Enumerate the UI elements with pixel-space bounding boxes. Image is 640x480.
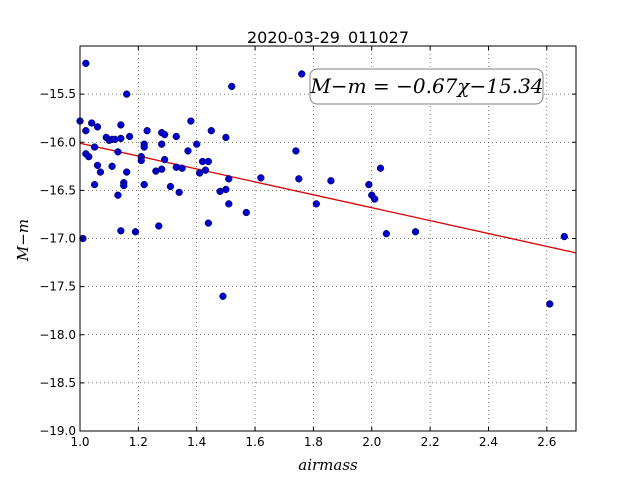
data-point <box>225 200 233 208</box>
y-tick-label: −19.0 <box>39 424 76 438</box>
data-point <box>193 140 201 148</box>
data-point <box>120 181 128 190</box>
data-point <box>160 130 169 139</box>
data-point <box>143 127 151 135</box>
data-point <box>140 180 148 189</box>
data-point <box>85 153 93 161</box>
data-point <box>137 156 145 165</box>
data-point <box>327 177 335 185</box>
data-point <box>382 230 391 238</box>
data-points <box>76 59 568 308</box>
data-point <box>560 232 568 241</box>
data-point <box>123 90 131 98</box>
data-point <box>222 133 230 142</box>
data-point <box>140 143 148 151</box>
data-point <box>371 195 379 203</box>
data-point <box>82 59 90 67</box>
data-point <box>96 168 105 176</box>
data-point <box>117 227 125 235</box>
data-point <box>365 180 373 189</box>
data-point <box>175 188 183 196</box>
y-tick-label: −18.0 <box>39 328 76 342</box>
x-tick-labels: 1.0 1.2 1.4 1.6 1.8 2.0 2.2 2.4 2.6 <box>70 435 556 449</box>
x-tick-label: 1.4 <box>187 435 206 449</box>
data-point <box>411 228 420 236</box>
data-point <box>131 228 140 236</box>
data-point <box>312 200 320 208</box>
y-tick-label: −17.0 <box>39 232 76 246</box>
data-point <box>93 161 102 170</box>
tick-marks <box>79 46 576 432</box>
data-point <box>93 123 102 131</box>
plot-area <box>76 45 577 432</box>
data-point <box>187 117 195 125</box>
data-point <box>123 168 131 176</box>
y-tick-label: −18.5 <box>39 376 76 390</box>
x-tick-label: 2.0 <box>362 435 381 449</box>
data-point <box>117 121 125 129</box>
data-point <box>172 132 180 141</box>
x-tick-label: 2.2 <box>421 435 440 449</box>
fit-equation-text: M−m = −0.67χ−15.34 <box>309 74 543 98</box>
data-point <box>376 164 385 172</box>
data-point <box>219 292 227 300</box>
data-point <box>117 134 125 143</box>
data-point <box>82 127 90 135</box>
data-point <box>298 70 306 78</box>
data-point <box>108 162 116 170</box>
x-tick-label: 2.6 <box>537 435 556 449</box>
fit-equation-frame <box>309 68 544 105</box>
data-point <box>195 169 204 177</box>
x-tick-label: 1.0 <box>70 435 89 449</box>
data-point <box>201 166 210 174</box>
x-tick-label: 1.6 <box>246 435 265 449</box>
data-point <box>184 147 192 155</box>
data-point <box>160 155 169 164</box>
fit-equation-box: M−m = −0.67χ−15.34 <box>309 68 544 105</box>
y-tick-label: −16.0 <box>39 135 76 149</box>
data-point <box>222 185 230 194</box>
data-point <box>114 148 122 156</box>
data-point <box>225 175 233 183</box>
data-point <box>90 180 99 189</box>
data-point <box>295 175 303 183</box>
data-point <box>292 147 300 155</box>
data-point <box>242 208 250 217</box>
data-point <box>125 132 134 141</box>
x-axis-label: airmass <box>298 456 358 474</box>
data-point <box>204 157 213 166</box>
x-tick-label: 2.4 <box>479 435 498 449</box>
data-point <box>178 164 186 172</box>
data-point <box>158 140 166 148</box>
y-tick-labels: −15.5 −16.0 −16.5 −17.0 −17.5 −18.0 −18.5 −19.0 <box>39 87 76 438</box>
data-point <box>155 222 163 230</box>
x-tick-label: 1.8 <box>304 435 323 449</box>
y-tick-label: −15.5 <box>39 87 76 101</box>
data-point <box>546 300 554 308</box>
chart-title: 2020-03-29_011027 <box>247 28 409 48</box>
y-tick-label: −17.5 <box>39 280 76 294</box>
data-point <box>207 127 215 135</box>
data-point <box>114 191 122 199</box>
data-point <box>228 82 236 91</box>
data-point <box>204 219 213 227</box>
data-point <box>90 143 99 151</box>
data-point <box>257 174 265 182</box>
data-point <box>158 165 166 173</box>
data-point <box>166 182 175 191</box>
data-point <box>88 119 96 127</box>
y-tick-label: −16.5 <box>39 183 76 197</box>
y-axis-label: M−m <box>14 219 32 262</box>
x-tick-label: 1.2 <box>129 435 148 449</box>
